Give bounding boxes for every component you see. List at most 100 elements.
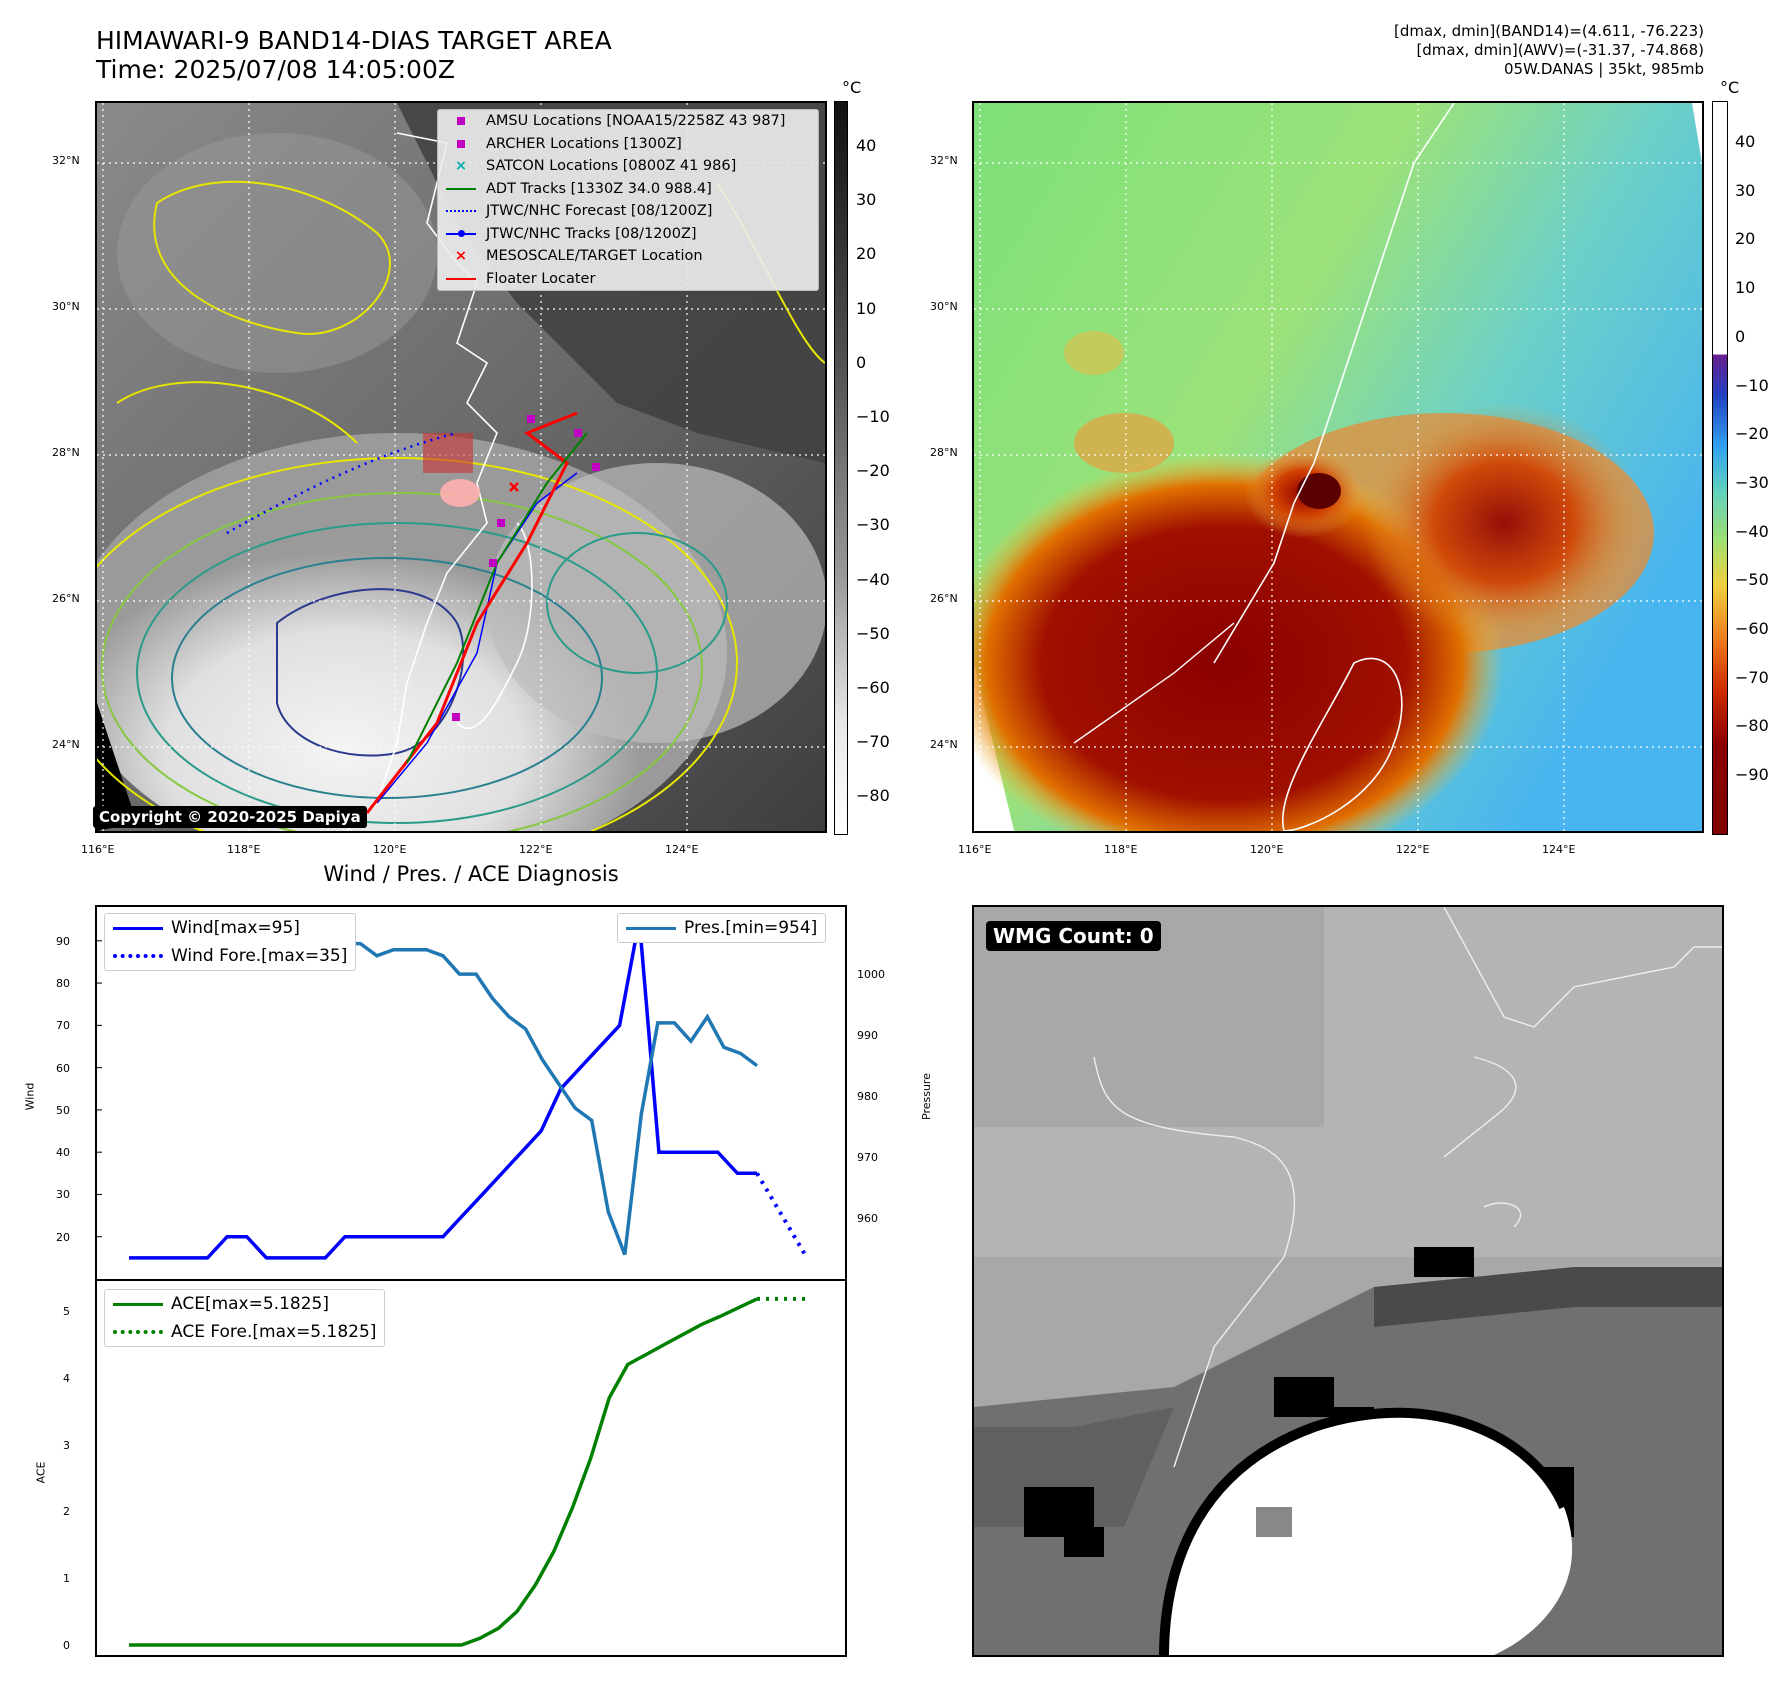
wind-forecast-line (755, 1172, 809, 1259)
colorbar-tick-label: −30 (1735, 472, 1769, 492)
colorbar-tick-label: −60 (1735, 619, 1769, 638)
colorbar-tick-label: 40 (856, 136, 877, 155)
wind-line (129, 919, 757, 1260)
wind-tick-label: 80 (56, 977, 70, 991)
lat-tick-label: 24°N (52, 738, 80, 751)
colorbar-tick-label: −20 (856, 461, 890, 481)
line-marker-icon (113, 1302, 163, 1306)
colorbar-tick-label: −60 (856, 678, 890, 697)
colorbar-tick-label: −30 (856, 515, 890, 535)
wind-tick-label: 70 (56, 1019, 70, 1033)
wind-tick-label: 90 (56, 934, 70, 948)
awv-map-panel (972, 101, 1704, 833)
colorbar-tick-label: −10 (856, 407, 890, 426)
lat-tick-label: 30°N (930, 300, 958, 313)
pressure-legend: Pres.[min=954] (617, 913, 827, 943)
colorbar-tick-label: 10 (856, 298, 877, 318)
colorbar-tick-label: 20 (1735, 229, 1756, 249)
copyright-badge: Copyright © 2020-2025 Dapiya (93, 806, 367, 828)
lat-tick-label: 30°N (52, 300, 80, 313)
legend-item-wind-forecast: Wind Fore.[max=35] (105, 942, 355, 970)
colorbar-tick-label: −80 (856, 786, 890, 806)
colorbar2-unit: °C (1720, 78, 1740, 97)
lat-tick-label: 32°N (930, 154, 958, 167)
pressure-tick-label: 980 (857, 1090, 878, 1104)
legend-item-adt: ADT Tracks [1330Z 34.0 988.4] (438, 178, 818, 201)
line-marker-icon (444, 187, 478, 190)
pressure-line (129, 935, 759, 1256)
colorbar-tick-label: 0 (856, 352, 867, 372)
colorbar-tick-label: 0 (1735, 326, 1746, 346)
colorbar-band14 (834, 101, 848, 835)
colorbar-tick-label: 10 (1735, 278, 1756, 298)
colorbar-tick-label: −80 (1735, 716, 1769, 736)
wind-tick-label: 40 (56, 1146, 70, 1160)
x-marker-icon: × (454, 158, 468, 175)
pressure-tick-label: 990 (857, 1029, 878, 1043)
line-marker-icon (444, 277, 478, 280)
colorbar-tick-label: 40 (1735, 132, 1756, 151)
lat-tick-label: 32°N (52, 154, 80, 167)
wind-legend: Wind[max=95] Wind Fore.[max=35] (104, 913, 357, 971)
map-legend: AMSU Locations [NOAA15/2258Z 43 987] ARC… (437, 109, 819, 291)
ace-axis-label: ACE (34, 1461, 48, 1484)
ace-plot (129, 1296, 807, 1647)
figure-title: HIMAWARI-9 BAND14-DIAS TARGET AREA Time:… (96, 26, 612, 84)
diagnosis-title: Wind / Pres. / ACE Diagnosis (323, 862, 619, 886)
pressure-tick-label: 970 (857, 1151, 878, 1165)
ace-line (129, 1297, 758, 1647)
lon-tick-label: 120°E (373, 843, 407, 856)
pressure-tick-label: 1000 (857, 968, 885, 982)
lon-tick-label: 120°E (1250, 843, 1284, 856)
dotted-line-icon (444, 210, 478, 213)
colorbar-tick-label: 30 (856, 190, 877, 210)
colorbar-awv (1712, 101, 1728, 835)
colorbar-tick-label: −50 (1735, 570, 1769, 590)
wmg-map (974, 907, 1722, 1655)
colorbar-tick-label: −20 (1735, 424, 1769, 444)
dotted-line-icon (113, 954, 163, 958)
line-marker-icon (626, 926, 676, 930)
lat-tick-label: 24°N (930, 738, 958, 751)
colorbar-tick-label: −70 (1735, 667, 1769, 687)
wind-tick-label: 50 (56, 1103, 70, 1117)
lat-tick-label: 28°N (930, 446, 958, 459)
legend-item-target: × MESOSCALE/TARGET Location (438, 245, 818, 268)
colorbar-tick-label: −40 (856, 569, 890, 589)
legend-item-tracks: JTWC/NHC Tracks [08/1200Z] (438, 223, 818, 246)
legend-item-satcon: × SATCON Locations [0800Z 41 986] (438, 155, 818, 178)
colorbar-tick-label: −50 (856, 623, 890, 643)
square-marker-icon (444, 117, 478, 126)
legend-item-amsu: AMSU Locations [NOAA15/2258Z 43 987] (438, 110, 818, 133)
lon-tick-label: 116°E (958, 843, 992, 856)
lat-tick-label: 28°N (52, 446, 80, 459)
lon-tick-label: 122°E (1396, 843, 1430, 856)
ace-legend: ACE[max=5.1825] ACE Fore.[max=5.1825] (104, 1289, 386, 1347)
colorbar-unit: °C (842, 78, 862, 97)
awv-map (974, 103, 1702, 831)
wind-axis-label: Wind (23, 1082, 37, 1111)
colorbar-tick-label: 30 (1735, 180, 1756, 200)
legend-item-pressure: Pres.[min=954] (618, 914, 825, 942)
ace-tick-label: 4 (63, 1371, 70, 1385)
line-marker-icon (113, 926, 163, 930)
colorbar-tick-label: −40 (1735, 521, 1769, 541)
lon-tick-label: 118°E (227, 843, 261, 856)
colorbar-tick-label: 20 (856, 244, 877, 264)
legend-item-forecast: JTWC/NHC Forecast [08/1200Z] (438, 200, 818, 223)
legend-item-archer: ARCHER Locations [1300Z] (438, 133, 818, 156)
dot-line-icon (444, 229, 478, 237)
wind-tick-label: 20 (56, 1230, 70, 1244)
colorbar-tick-label: −10 (1735, 375, 1769, 395)
dotted-line-icon (113, 1330, 163, 1334)
ace-tick-label: 3 (63, 1438, 70, 1452)
pressure-tick-label: 960 (857, 1212, 878, 1226)
lon-tick-label: 118°E (1104, 843, 1138, 856)
lon-tick-label: 122°E (519, 843, 553, 856)
pressure-axis-label: Pressure (919, 1073, 933, 1120)
lon-tick-label: 124°E (1542, 843, 1576, 856)
legend-item-ace: ACE[max=5.1825] (105, 1290, 384, 1318)
diagnostics-header: [dmax, dmin](BAND14)=(4.611, -76.223) [d… (1393, 22, 1704, 78)
wmg-count-badge: WMG Count: 0 (986, 921, 1161, 951)
lat-tick-label: 26°N (52, 592, 80, 605)
